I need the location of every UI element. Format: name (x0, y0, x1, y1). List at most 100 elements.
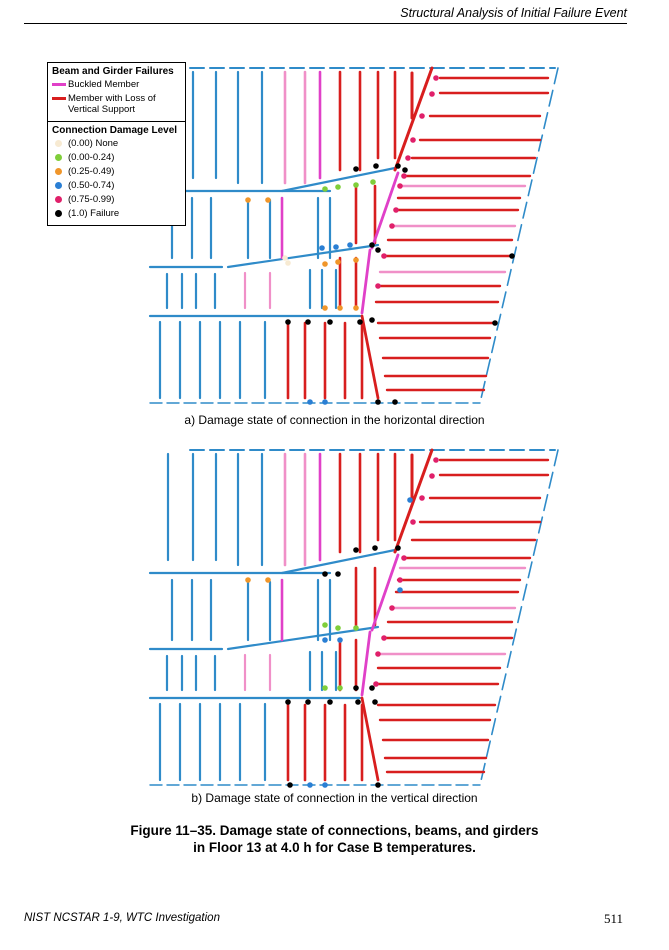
connection (433, 75, 439, 81)
connection (433, 457, 439, 463)
legend-level-moderate: (0.25-0.49) (52, 166, 181, 177)
connection (355, 699, 361, 705)
girder-lost-sloped (360, 696, 380, 782)
legend-connections-section: Connection Damage Level (0.00) None (0.0… (48, 121, 185, 225)
connection (327, 319, 333, 325)
connection (335, 571, 341, 577)
floor-plan-vertical (0, 440, 669, 790)
dot-swatch (55, 182, 62, 189)
connection (410, 519, 416, 525)
girder-buckled-sloped (370, 553, 400, 632)
legend-level-low: (0.00-0.24) (52, 152, 181, 163)
connection (265, 577, 271, 583)
girder-buckled-sloped (360, 248, 372, 315)
connection (305, 319, 311, 325)
connection (337, 685, 343, 691)
connection (353, 182, 359, 188)
connection (245, 577, 251, 583)
legend-level-severe: (0.75-0.99) (52, 194, 181, 205)
legend-label: (0.75-0.99) (68, 194, 115, 205)
connection (265, 197, 271, 203)
legend-members-title: Beam and Girder Failures (52, 66, 174, 77)
connection (392, 399, 398, 405)
connection (375, 247, 381, 253)
connection (381, 635, 387, 641)
connection (375, 651, 381, 657)
connection (381, 253, 387, 259)
connection (333, 244, 339, 250)
running-header: Structural Analysis of Initial Failure E… (400, 6, 627, 20)
connection (492, 320, 498, 326)
connection (429, 91, 435, 97)
connection (285, 260, 291, 266)
connection (395, 545, 401, 551)
legend-level-failure: (1.0) Failure (52, 208, 181, 219)
girder-sloped (226, 625, 380, 651)
connection (419, 113, 425, 119)
connection (373, 681, 379, 687)
legend-connections-title: Connection Damage Level (52, 125, 178, 136)
girder-lost-sloped (360, 314, 380, 400)
legend-label: Member with Loss of Vertical Support (68, 93, 156, 115)
legend-label: (0.25-0.49) (68, 166, 115, 177)
connection (357, 319, 363, 325)
connection (429, 473, 435, 479)
connection (397, 587, 403, 593)
connection (322, 637, 328, 643)
figure-title-line-1: Figure 11–35. Damage state of connection… (130, 823, 539, 838)
connection (322, 305, 328, 311)
dot-swatch (55, 210, 62, 217)
connection (353, 625, 359, 631)
legend-level-high: (0.50-0.74) (52, 180, 181, 191)
panel-b-caption: b) Damage state of connection in the ver… (191, 791, 478, 805)
connection (322, 622, 328, 628)
connection (369, 242, 375, 248)
footer-report-id: NIST NCSTAR 1-9, WTC Investigation (24, 912, 220, 924)
connection (322, 261, 328, 267)
connection (389, 605, 395, 611)
connection (401, 555, 407, 561)
legend-item-buckled: Buckled Member (52, 79, 181, 90)
connection (335, 184, 341, 190)
panel-a-caption: a) Damage state of connection in the hor… (184, 413, 485, 427)
connection (372, 699, 378, 705)
connection (373, 163, 379, 169)
figure-title: Figure 11–35. Damage state of connection… (0, 822, 669, 856)
legend-label: (0.00-0.24) (68, 152, 115, 163)
girder-lost-sloped (393, 448, 434, 554)
connection (285, 699, 291, 705)
dot-swatch (55, 154, 62, 161)
connection (397, 183, 403, 189)
connection (397, 577, 403, 583)
connection (322, 782, 328, 788)
connection (337, 305, 343, 311)
connection (307, 399, 313, 405)
connection (509, 253, 515, 259)
floor-plan-vertical-drawing (148, 448, 559, 788)
connection (375, 399, 381, 405)
connection (393, 207, 399, 213)
connection (353, 547, 359, 553)
connection (419, 495, 425, 501)
connection (319, 245, 325, 251)
connection (410, 137, 416, 143)
connection (335, 625, 341, 631)
connection (401, 173, 407, 179)
legend-item-lost-support: Member with Loss of Vertical Support (52, 93, 181, 115)
connection (322, 571, 328, 577)
dot-swatch (55, 196, 62, 203)
connection (372, 545, 378, 551)
right-edge (479, 449, 559, 786)
legend-label: (1.0) Failure (68, 208, 120, 219)
connection (395, 163, 401, 169)
legend: Beam and Girder Failures Buckled Member … (47, 62, 186, 226)
connection (307, 782, 313, 788)
connection (245, 197, 251, 203)
dot-swatch (55, 140, 62, 147)
figure-title-line-2: in Floor 13 at 4.0 h for Case B temperat… (193, 840, 476, 855)
connection (375, 283, 381, 289)
header-rule (24, 23, 627, 24)
connection (353, 685, 359, 691)
connection (327, 699, 333, 705)
lost-support-swatch (52, 97, 66, 100)
